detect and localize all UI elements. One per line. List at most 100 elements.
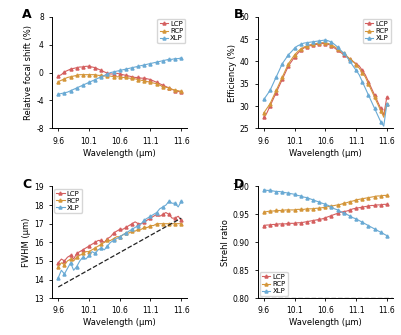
RCP bbox=[133, 77, 138, 81]
LCP bbox=[292, 55, 297, 59]
XLP bbox=[289, 50, 294, 54]
RCP bbox=[265, 210, 269, 214]
RCP bbox=[357, 197, 362, 201]
RCP bbox=[338, 202, 343, 206]
LCP bbox=[308, 44, 312, 48]
Line: RCP: RCP bbox=[262, 41, 388, 119]
Line: XLP: XLP bbox=[262, 39, 388, 128]
RCP bbox=[90, 73, 95, 77]
RCP bbox=[323, 41, 328, 45]
XLP bbox=[326, 39, 331, 43]
RCP bbox=[176, 89, 180, 93]
XLP bbox=[120, 68, 125, 72]
RCP bbox=[320, 41, 325, 45]
LCP bbox=[111, 231, 116, 235]
XLP bbox=[108, 71, 113, 75]
RCP bbox=[179, 89, 184, 93]
XLP bbox=[133, 225, 138, 229]
XLP bbox=[56, 276, 61, 280]
XLP bbox=[341, 51, 346, 55]
XLP bbox=[166, 199, 171, 203]
RCP bbox=[338, 49, 343, 53]
RCP bbox=[271, 95, 275, 99]
XLP bbox=[65, 90, 70, 94]
XLP bbox=[274, 190, 279, 194]
RCP bbox=[314, 42, 318, 46]
RCP bbox=[350, 59, 355, 63]
LCP bbox=[286, 221, 291, 225]
LCP bbox=[164, 210, 168, 214]
XLP bbox=[385, 233, 389, 238]
LCP bbox=[56, 261, 61, 265]
X-axis label: Wavelength (μm): Wavelength (μm) bbox=[289, 148, 362, 157]
XLP bbox=[124, 67, 128, 71]
LCP bbox=[154, 80, 159, 84]
LCP bbox=[102, 70, 107, 74]
XLP bbox=[320, 201, 325, 205]
XLP bbox=[74, 265, 79, 269]
RCP bbox=[148, 223, 153, 227]
RCP bbox=[261, 210, 266, 214]
LCP bbox=[96, 67, 101, 71]
LCP bbox=[93, 66, 97, 70]
XLP bbox=[360, 79, 365, 83]
LCP bbox=[369, 203, 374, 207]
XLP bbox=[381, 124, 386, 128]
X-axis label: Wavelength (μm): Wavelength (μm) bbox=[83, 148, 156, 157]
LCP bbox=[267, 223, 272, 227]
RCP bbox=[360, 197, 365, 201]
LCP bbox=[130, 75, 134, 79]
RCP bbox=[164, 222, 168, 226]
LCP bbox=[139, 222, 144, 226]
LCP bbox=[56, 74, 61, 78]
RCP bbox=[99, 73, 104, 77]
XLP bbox=[111, 239, 116, 243]
Line: XLP: XLP bbox=[57, 200, 183, 279]
RCP bbox=[341, 51, 346, 55]
LCP bbox=[314, 43, 318, 47]
XLP bbox=[108, 240, 113, 244]
LCP bbox=[280, 77, 285, 81]
XLP bbox=[164, 58, 168, 62]
LCP bbox=[344, 209, 349, 213]
XLP bbox=[280, 190, 285, 194]
LCP bbox=[329, 44, 334, 48]
RCP bbox=[142, 79, 147, 83]
LCP bbox=[357, 206, 362, 210]
LCP bbox=[350, 59, 355, 63]
LCP bbox=[363, 205, 368, 209]
RCP bbox=[311, 42, 316, 46]
LCP bbox=[83, 64, 88, 68]
XLP bbox=[363, 86, 368, 90]
LCP bbox=[274, 222, 279, 226]
RCP bbox=[314, 206, 318, 210]
XLP bbox=[360, 220, 365, 224]
XLP bbox=[335, 45, 340, 49]
LCP bbox=[65, 68, 70, 72]
RCP bbox=[102, 240, 107, 244]
XLP bbox=[114, 237, 119, 241]
XLP bbox=[348, 59, 352, 63]
LCP bbox=[166, 86, 171, 90]
XLP bbox=[332, 43, 337, 47]
RCP bbox=[139, 227, 144, 231]
LCP bbox=[283, 71, 288, 75]
XLP bbox=[292, 46, 297, 50]
XLP bbox=[372, 227, 377, 231]
LCP bbox=[151, 79, 156, 83]
LCP bbox=[65, 255, 70, 259]
RCP bbox=[369, 88, 374, 92]
LCP bbox=[173, 89, 178, 93]
XLP bbox=[335, 208, 340, 212]
LCP bbox=[164, 84, 168, 88]
LCP bbox=[151, 214, 156, 218]
XLP bbox=[265, 93, 269, 97]
LCP bbox=[130, 222, 134, 226]
LCP bbox=[366, 79, 371, 83]
RCP bbox=[267, 209, 272, 213]
Line: LCP: LCP bbox=[262, 42, 388, 119]
RCP bbox=[332, 45, 337, 49]
XLP bbox=[267, 88, 272, 92]
RCP bbox=[93, 73, 97, 77]
RCP bbox=[274, 208, 279, 212]
